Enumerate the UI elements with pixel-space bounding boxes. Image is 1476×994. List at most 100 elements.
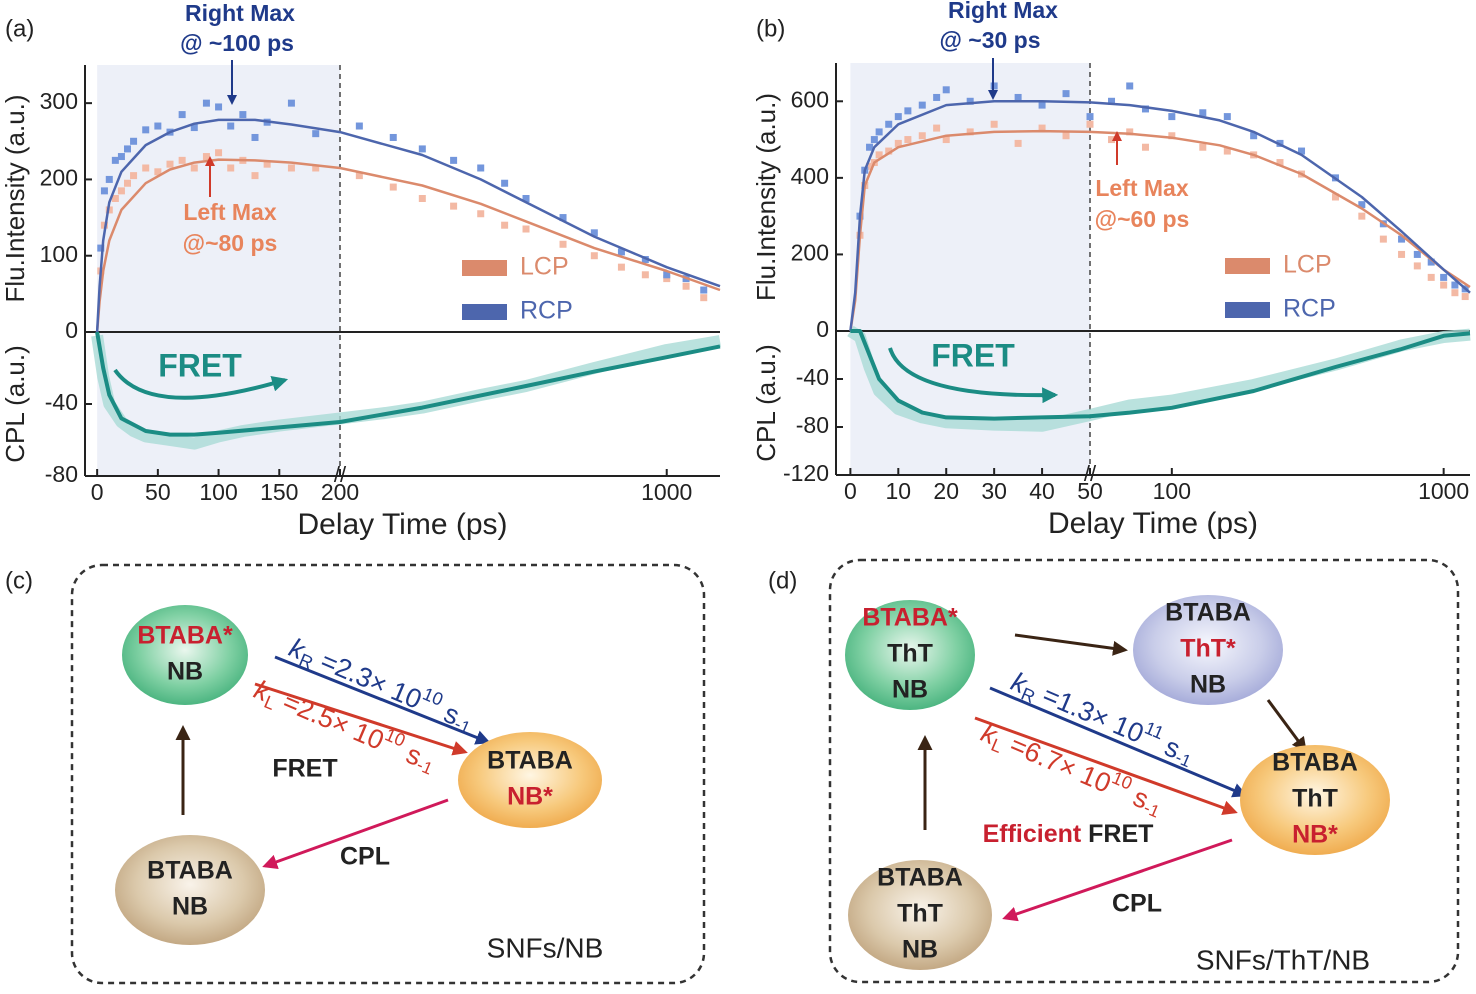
data-point bbox=[1223, 113, 1231, 121]
data-point bbox=[966, 97, 974, 105]
data-point bbox=[918, 132, 926, 140]
label: 200 bbox=[40, 165, 78, 191]
data-point bbox=[933, 93, 941, 101]
data-point bbox=[1126, 82, 1134, 90]
data-point bbox=[1062, 132, 1070, 140]
fit-line bbox=[849, 100, 1471, 332]
data-point bbox=[933, 124, 941, 132]
data-point bbox=[1331, 193, 1339, 201]
data-point bbox=[190, 124, 198, 132]
data-point bbox=[1413, 250, 1421, 258]
label: NB bbox=[902, 936, 938, 964]
rate-unitexp: -1 bbox=[414, 756, 435, 779]
arrow bbox=[1266, 699, 1307, 753]
fret-prefix: Efficient bbox=[983, 820, 1082, 848]
data-point bbox=[1451, 289, 1459, 297]
data-band bbox=[847, 325, 1471, 432]
label: ThT bbox=[887, 640, 933, 668]
node bbox=[848, 860, 992, 970]
data-point bbox=[663, 275, 671, 283]
data-point bbox=[700, 294, 708, 302]
label: Flu.Intensity (a.u.) bbox=[751, 93, 781, 301]
label: @~80 ps bbox=[183, 230, 278, 256]
data-point bbox=[1014, 139, 1022, 147]
rate-eq: =6.7× 10 bbox=[999, 727, 1116, 799]
data-point bbox=[124, 145, 131, 153]
data-point bbox=[142, 164, 150, 172]
data-point bbox=[1461, 293, 1469, 301]
data-point bbox=[1379, 235, 1387, 243]
data-point bbox=[942, 136, 950, 144]
data-point bbox=[97, 244, 105, 252]
node bbox=[458, 732, 602, 828]
data-point bbox=[904, 136, 912, 144]
data-point bbox=[559, 214, 567, 222]
label: Left Max bbox=[1095, 175, 1189, 201]
data-point bbox=[1398, 250, 1406, 258]
data-point bbox=[111, 195, 119, 202]
data-point bbox=[942, 86, 950, 94]
data-point bbox=[227, 164, 235, 172]
arrow bbox=[254, 682, 468, 756]
label: -80 bbox=[796, 412, 829, 438]
data-point bbox=[312, 164, 320, 172]
label: (b) bbox=[756, 15, 785, 42]
data-point bbox=[1413, 262, 1421, 270]
data-point bbox=[1223, 147, 1231, 155]
data-point bbox=[875, 128, 883, 136]
fit-line bbox=[850, 329, 1471, 421]
label: BTABA bbox=[877, 864, 963, 892]
data-point bbox=[1086, 120, 1094, 128]
label: 100 bbox=[1153, 478, 1191, 504]
label: Right Max bbox=[185, 0, 295, 26]
arrow bbox=[1014, 633, 1128, 656]
label: 0 bbox=[91, 479, 104, 505]
legend-swatch bbox=[1225, 302, 1270, 318]
fret-word: FRET bbox=[1081, 820, 1153, 848]
data-point bbox=[1398, 235, 1406, 243]
label: BTABA bbox=[1272, 749, 1358, 777]
label: NB bbox=[1190, 671, 1226, 699]
label: 200 bbox=[321, 479, 359, 505]
label: 150 bbox=[260, 479, 298, 505]
arrow bbox=[989, 686, 1248, 798]
data-point bbox=[1038, 124, 1046, 132]
label: -40 bbox=[796, 364, 829, 390]
data-point bbox=[617, 263, 625, 271]
label: NB bbox=[172, 893, 208, 921]
data-point bbox=[263, 160, 271, 168]
diagram-frame bbox=[828, 558, 1460, 984]
data-point bbox=[966, 128, 974, 136]
data-point bbox=[1199, 109, 1207, 117]
data-point bbox=[682, 282, 690, 290]
label: RCP bbox=[1283, 295, 1336, 323]
data-point bbox=[1086, 113, 1094, 121]
label: 300 bbox=[40, 88, 78, 114]
arrow bbox=[974, 716, 1238, 815]
data-point bbox=[130, 137, 138, 145]
data-point bbox=[875, 151, 883, 159]
fit-line bbox=[95, 118, 721, 333]
data-point bbox=[287, 99, 295, 107]
label: 0 bbox=[816, 316, 829, 342]
label: 50 bbox=[145, 479, 171, 505]
node bbox=[845, 600, 975, 710]
label: CPL (a.u.) bbox=[751, 344, 781, 462]
label: NB* bbox=[507, 783, 553, 811]
data-point bbox=[870, 136, 878, 144]
data-point bbox=[450, 156, 458, 164]
data-point bbox=[617, 248, 625, 256]
data-point bbox=[559, 240, 567, 248]
label: Delay Time (ps) bbox=[1048, 507, 1258, 540]
data-point bbox=[312, 130, 320, 138]
label: 600 bbox=[791, 86, 829, 112]
label: BTABA bbox=[487, 747, 573, 775]
data-point bbox=[1440, 281, 1448, 289]
data-point bbox=[894, 139, 902, 147]
data-point bbox=[1126, 128, 1134, 136]
data-point bbox=[117, 187, 125, 195]
label: ThT bbox=[897, 900, 943, 928]
fit-line bbox=[849, 129, 1471, 332]
label: -120 bbox=[783, 460, 829, 486]
data-point bbox=[142, 126, 150, 134]
